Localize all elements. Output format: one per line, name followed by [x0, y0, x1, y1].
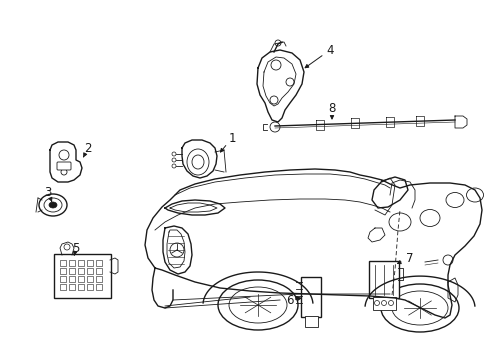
FancyBboxPatch shape [368, 261, 398, 298]
FancyBboxPatch shape [77, 260, 83, 266]
FancyBboxPatch shape [77, 275, 83, 282]
FancyBboxPatch shape [95, 260, 102, 266]
FancyBboxPatch shape [60, 260, 65, 266]
FancyBboxPatch shape [54, 254, 111, 298]
FancyBboxPatch shape [68, 284, 74, 289]
FancyBboxPatch shape [68, 267, 74, 274]
FancyBboxPatch shape [60, 284, 65, 289]
Text: 2: 2 [84, 141, 92, 154]
FancyBboxPatch shape [68, 260, 74, 266]
Text: 7: 7 [406, 252, 413, 265]
Text: 6: 6 [285, 293, 293, 306]
FancyBboxPatch shape [301, 277, 320, 317]
FancyBboxPatch shape [60, 267, 65, 274]
FancyBboxPatch shape [77, 284, 83, 289]
FancyBboxPatch shape [77, 267, 83, 274]
Text: 4: 4 [325, 44, 333, 57]
FancyBboxPatch shape [86, 275, 92, 282]
Text: 1: 1 [228, 131, 235, 144]
FancyBboxPatch shape [86, 284, 92, 289]
FancyBboxPatch shape [304, 315, 317, 327]
Text: 8: 8 [327, 102, 335, 114]
FancyBboxPatch shape [68, 275, 74, 282]
FancyBboxPatch shape [95, 267, 102, 274]
Text: 3: 3 [44, 185, 52, 198]
Ellipse shape [49, 202, 57, 208]
FancyBboxPatch shape [95, 284, 102, 289]
FancyBboxPatch shape [86, 260, 92, 266]
FancyBboxPatch shape [86, 267, 92, 274]
FancyBboxPatch shape [95, 275, 102, 282]
FancyBboxPatch shape [60, 275, 65, 282]
Text: 5: 5 [72, 242, 80, 255]
FancyBboxPatch shape [57, 162, 71, 170]
FancyBboxPatch shape [372, 297, 395, 310]
